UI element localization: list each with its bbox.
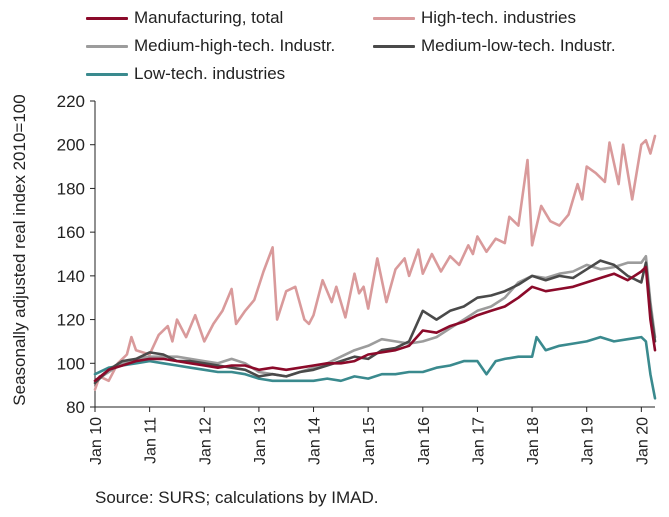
legend-label: Low-tech. industries	[134, 64, 286, 83]
legend-item-low-tech: Low-tech. industries	[86, 64, 285, 84]
legend-swatch	[86, 44, 128, 48]
y-tick-label: 100	[57, 354, 85, 373]
y-tick-label: 160	[57, 223, 85, 242]
y-tick-label: 140	[57, 267, 85, 286]
x-tick-label: Jan 16	[416, 417, 433, 465]
legend-label: Medium-low-tech. Industr.	[421, 36, 616, 55]
legend-item-high-tech: High-tech. industries	[373, 8, 576, 28]
series-line-manufacturing-total	[93, 265, 657, 383]
x-tick-label: Jan 11	[143, 417, 160, 464]
legend-swatch	[86, 72, 128, 76]
legend-swatch	[86, 16, 128, 20]
x-tick-label: Jan 18	[525, 417, 542, 465]
legend-item-medium-high-tech: Medium-high-tech. Industr.	[86, 36, 335, 56]
legend-item-manufacturing-total: Manufacturing, total	[86, 8, 283, 28]
legend-label: Manufacturing, total	[134, 8, 284, 27]
y-tick-label: 200	[57, 136, 85, 155]
y-tick-label: 220	[57, 92, 85, 111]
series-line-medium-low-tech-industr	[93, 259, 657, 385]
x-tick-label: Jan 14	[307, 417, 324, 465]
source-note: Source: SURS; calculations by IMAD.	[95, 488, 379, 507]
series-line-low-tech-industries	[93, 335, 657, 400]
y-tick-label: 80	[66, 398, 85, 417]
x-tick-label: Jan 12	[197, 417, 214, 465]
y-tick-label: 180	[57, 179, 85, 198]
legend-label: High-tech. industries	[421, 8, 576, 27]
legend-swatch	[373, 44, 415, 48]
chart-legend: Manufacturing, total High-tech. industri…	[0, 0, 669, 90]
x-tick-label: Jan 19	[580, 417, 597, 465]
x-tick-label: Jan 17	[470, 417, 487, 465]
legend-label: Medium-high-tech. Industr.	[134, 36, 336, 55]
series-line-high-tech-industries	[93, 134, 657, 391]
x-tick-label: Jan 13	[252, 417, 269, 465]
x-tick-label: Jan 10	[88, 417, 105, 465]
legend-item-medium-low-tech: Medium-low-tech. Industr.	[373, 36, 616, 56]
x-tick-label: Jan 15	[361, 417, 378, 465]
x-tick-label: Jan 20	[634, 417, 651, 465]
series-line-medium-high-tech-industr	[93, 254, 657, 383]
y-tick-label: 120	[57, 311, 85, 330]
legend-swatch	[373, 16, 415, 20]
